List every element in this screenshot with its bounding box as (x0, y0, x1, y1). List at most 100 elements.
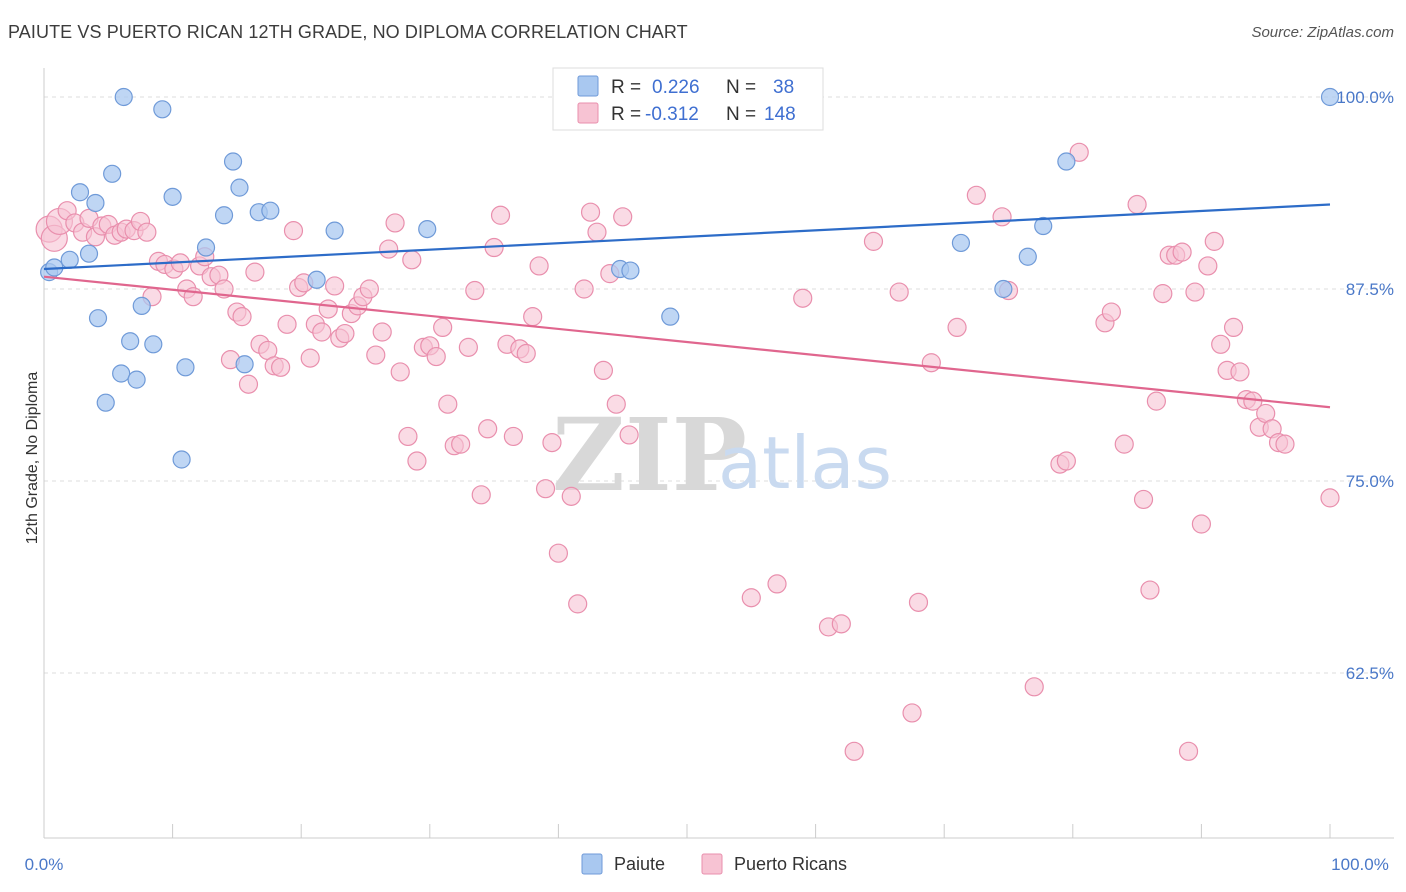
point-puerto-ricans-136 (1223, 317, 1244, 337)
point-puerto-ricans-32 (245, 262, 265, 282)
point-puerto-ricans-119 (1101, 302, 1121, 322)
point-puerto-ricans-137 (1230, 362, 1250, 382)
point-puerto-ricans-37 (277, 314, 297, 334)
trend-lines (43, 203, 1331, 409)
point-puerto-ricans-122 (1133, 489, 1154, 510)
point-puerto-ricans-91 (619, 425, 639, 445)
bottom-legend-swatch-puerto-ricans (701, 853, 723, 875)
legend-r-value-puerto-ricans: -0.312 (645, 104, 699, 125)
x-tick-label-0: 0.0% (25, 855, 64, 874)
point-puerto-ricans-78 (529, 256, 549, 276)
point-puerto-ricans-111 (966, 185, 986, 205)
point-puerto-ricans-45 (325, 276, 345, 296)
point-puerto-ricans-57 (398, 426, 418, 447)
point-puerto-ricans-56 (390, 362, 410, 382)
point-paiute-19 (196, 238, 216, 257)
bottom-legend-puerto-ricans: Puerto Ricans (734, 854, 847, 874)
point-paiute-9 (112, 364, 131, 383)
point-paiute-23 (235, 355, 254, 374)
point-puerto-ricans-70 (478, 419, 498, 439)
point-puerto-ricans-41 (300, 348, 320, 368)
point-paiute-30 (621, 261, 640, 280)
point-puerto-ricans-58 (402, 250, 422, 270)
point-puerto-ricans-62 (426, 346, 446, 367)
y-tick-label-1: 75.0% (1346, 472, 1394, 491)
point-paiute-6 (88, 309, 108, 328)
point-puerto-ricans-36 (271, 357, 291, 377)
point-puerto-ricans-30 (232, 307, 252, 327)
point-paiute-32 (951, 233, 971, 253)
point-puerto-ricans-86 (587, 222, 607, 242)
watermark-zip: ZIP (552, 396, 747, 514)
point-puerto-ricans-124 (1146, 391, 1166, 411)
y-tick-label-0: 62.5% (1346, 664, 1394, 683)
legend-n-label-puerto-ricans: N = (726, 104, 756, 125)
point-puerto-ricans-31 (238, 374, 259, 394)
legend-r-label-paiute: R = (611, 77, 641, 98)
point-paiute-21 (223, 152, 243, 171)
point-puerto-ricans-67 (458, 337, 478, 357)
point-puerto-ricans-87 (593, 360, 614, 381)
point-puerto-ricans-114 (1024, 677, 1044, 697)
point-paiute-22 (230, 178, 249, 197)
legend-n-value-paiute: 38 (773, 77, 794, 98)
legend-r-label-puerto-ricans: R = (611, 104, 641, 125)
legend-n-label-paiute: N = (726, 77, 756, 98)
legend-r-value-paiute: 0.226 (652, 77, 700, 98)
point-puerto-ricans-108 (908, 592, 929, 612)
point-paiute-33 (994, 279, 1013, 299)
point-puerto-ricans-90 (613, 207, 633, 227)
point-paiute-20 (214, 206, 234, 225)
point-puerto-ricans-107 (902, 703, 922, 723)
point-puerto-ricans-77 (523, 307, 543, 327)
point-paiute-13 (132, 296, 151, 315)
legend-n-value-puerto-ricans: 148 (764, 104, 796, 125)
point-puerto-ricans-104 (844, 741, 864, 761)
point-puerto-ricans-112 (992, 207, 1012, 227)
point-puerto-ricans-145 (1320, 488, 1340, 508)
point-puerto-ricans-134 (1211, 334, 1231, 354)
point-paiute-5 (86, 193, 105, 213)
point-puerto-ricans-103 (831, 614, 851, 634)
point-paiute-37 (1320, 87, 1340, 107)
point-puerto-ricans-38 (283, 221, 304, 241)
point-puerto-ricans-43 (312, 322, 332, 342)
point-puerto-ricans-72 (490, 205, 511, 225)
point-puerto-ricans-99 (741, 588, 761, 608)
point-puerto-ricans-131 (1191, 514, 1212, 534)
point-puerto-ricans-68 (465, 280, 485, 301)
point-puerto-ricans-15 (137, 222, 157, 242)
source-note: Source: ZipAtlas.com (1251, 24, 1394, 41)
point-paiute-31 (661, 307, 680, 326)
axes (43, 68, 1394, 839)
bottom-legend: Paiute Puerto Ricans (581, 853, 847, 875)
point-puerto-ricans-106 (889, 282, 909, 302)
point-puerto-ricans-132 (1198, 256, 1218, 276)
point-puerto-ricans-120 (1114, 434, 1134, 454)
point-paiute-14 (144, 335, 163, 354)
point-puerto-ricans-47 (335, 323, 355, 344)
point-paiute-2 (60, 250, 79, 269)
point-puerto-ricans-89 (606, 394, 626, 414)
point-paiute-36 (1057, 152, 1076, 171)
point-puerto-ricans-82 (561, 486, 581, 506)
legend-swatch-puerto-ricans (577, 102, 599, 124)
point-puerto-ricans-64 (438, 394, 458, 414)
point-paiute-4 (79, 244, 99, 263)
point-puerto-ricans-133 (1204, 231, 1224, 251)
point-puerto-ricans-129 (1178, 741, 1199, 761)
point-puerto-ricans-79 (535, 479, 556, 499)
bottom-legend-paiute: Paiute (614, 854, 665, 874)
point-paiute-12 (127, 370, 146, 389)
point-paiute-26 (307, 270, 326, 289)
point-puerto-ricans-109 (921, 353, 941, 373)
y-tick-label-3: 100.0% (1336, 88, 1394, 107)
point-puerto-ricans-54 (379, 239, 399, 259)
bottom-legend-swatch-paiute (581, 853, 603, 875)
point-paiute-27 (325, 221, 344, 240)
point-paiute-35 (1034, 216, 1053, 236)
point-puerto-ricans-51 (359, 279, 379, 299)
point-puerto-ricans-52 (366, 345, 386, 365)
point-paiute-25 (261, 201, 280, 220)
